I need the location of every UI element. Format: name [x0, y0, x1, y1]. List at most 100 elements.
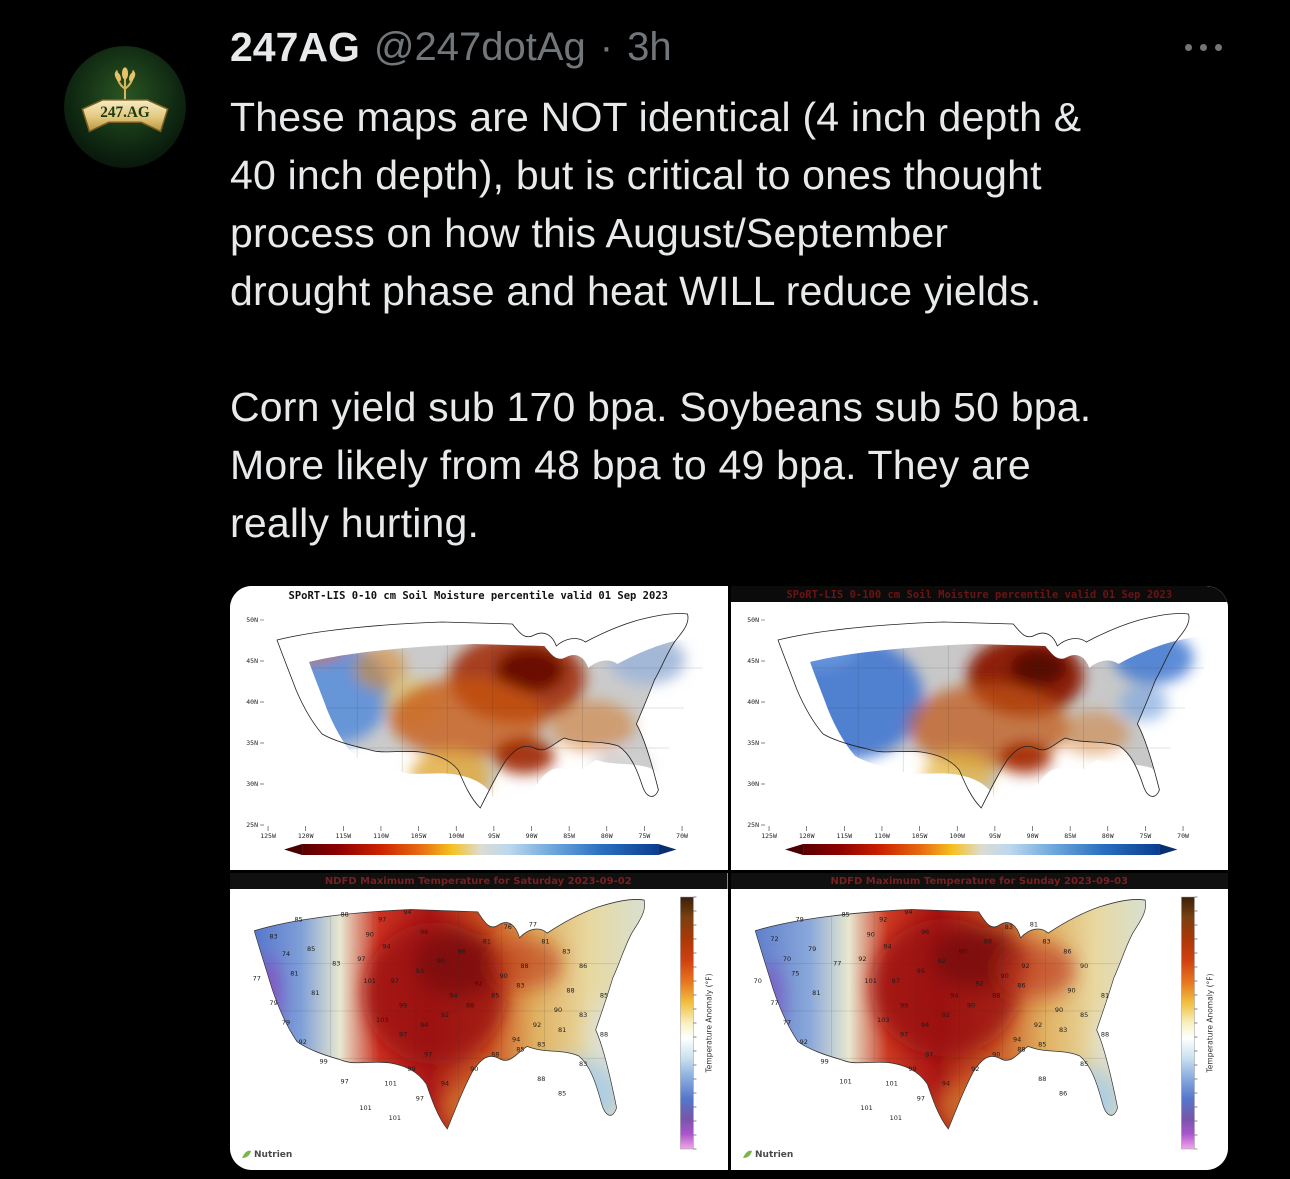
- svg-text:85: 85: [294, 916, 302, 924]
- svg-text:90: 90: [958, 947, 966, 955]
- svg-text:90: 90: [499, 972, 507, 980]
- svg-text:103: 103: [376, 1016, 388, 1024]
- svg-text:101: 101: [885, 1080, 897, 1088]
- svg-text:76: 76: [504, 923, 512, 931]
- more-dot-icon: [1215, 43, 1222, 51]
- svg-text:Nutrien: Nutrien: [254, 1150, 292, 1160]
- svg-text:94: 94: [441, 1080, 449, 1088]
- more-options-button[interactable]: [1181, 22, 1226, 72]
- soil-moisture-map-0-100cm[interactable]: SPoRT-LIS 0-100 cm Soil Moisture percent…: [730, 586, 1228, 870]
- svg-text:80W: 80W: [601, 832, 613, 840]
- svg-text:92: 92: [971, 1065, 979, 1073]
- svg-text:101: 101: [860, 1104, 872, 1112]
- svg-text:97: 97: [357, 955, 365, 963]
- max-temp-map-sunday[interactable]: NDFD Maximum Temperature for Sunday 2023…: [730, 873, 1228, 1170]
- svg-text:90: 90: [470, 1065, 478, 1073]
- svg-text:70W: 70W: [1177, 832, 1189, 840]
- svg-text:88: 88: [340, 911, 348, 919]
- tweet-content: 247AG @247dotAg · 3h These maps are NOT …: [230, 22, 1228, 1170]
- timestamp[interactable]: 3h: [627, 25, 672, 69]
- svg-text:97: 97: [399, 1031, 407, 1039]
- svg-text:125W: 125W: [761, 832, 777, 840]
- leaf-icon: [742, 1150, 752, 1158]
- svg-text:85: 85: [516, 1045, 524, 1053]
- leaf-icon: [242, 1150, 252, 1158]
- svg-text:99: 99: [820, 1058, 828, 1066]
- svg-text:88: 88: [1100, 1031, 1108, 1039]
- svg-text:101: 101: [384, 1080, 396, 1088]
- svg-text:97: 97: [391, 977, 399, 985]
- svg-text:83: 83: [1042, 938, 1050, 946]
- svg-text:88: 88: [491, 1050, 499, 1058]
- svg-text:81: 81: [541, 938, 549, 946]
- svg-text:72: 72: [770, 935, 778, 943]
- svg-text:101: 101: [889, 1114, 901, 1122]
- svg-text:30N: 30N: [747, 780, 759, 788]
- svg-text:92: 92: [937, 957, 945, 965]
- map-title: SPoRT-LIS 0-100 cm Soil Moisture percent…: [786, 589, 1172, 601]
- svg-text:100W: 100W: [949, 832, 965, 840]
- svg-text:125W: 125W: [260, 832, 276, 840]
- author-name[interactable]: 247AG: [230, 24, 360, 70]
- svg-text:94: 94: [920, 1021, 928, 1029]
- svg-text:95W: 95W: [988, 832, 1000, 840]
- more-dot-icon: [1185, 43, 1192, 51]
- svg-text:88: 88: [537, 1075, 545, 1083]
- svg-text:Nutrien: Nutrien: [755, 1150, 793, 1160]
- tweet-header: 247AG @247dotAg · 3h: [230, 22, 1226, 72]
- svg-text:97: 97: [925, 1050, 933, 1058]
- svg-text:120W: 120W: [298, 832, 314, 840]
- svg-text:83: 83: [1059, 1026, 1067, 1034]
- svg-text:94: 94: [883, 943, 891, 951]
- max-temp-map-saturday[interactable]: NDFD Maximum Temperature for Saturday 20…: [230, 873, 728, 1170]
- svg-text:88: 88: [1017, 1045, 1025, 1053]
- nutrien-logo: Nutrien: [742, 1150, 793, 1160]
- svg-text:81: 81: [812, 989, 820, 997]
- svg-text:88: 88: [983, 938, 991, 946]
- svg-text:92: 92: [975, 979, 983, 987]
- svg-text:86: 86: [1017, 982, 1025, 990]
- svg-text:85: 85: [491, 992, 499, 1000]
- svg-text:88: 88: [566, 987, 574, 995]
- svg-text:88: 88: [992, 992, 1000, 1000]
- svg-text:75W: 75W: [1139, 832, 1151, 840]
- svg-text:96: 96: [420, 928, 428, 936]
- soil-moisture-map-0-10cm[interactable]: SPoRT-LIS 0-10 cm Soil Moisture percenti…: [230, 586, 728, 870]
- temp-colorbar: [680, 896, 697, 1150]
- svg-text:30N: 30N: [246, 780, 258, 788]
- svg-text:85: 85: [1079, 1011, 1087, 1019]
- svg-text:85W: 85W: [563, 832, 575, 840]
- svg-text:86: 86: [1063, 947, 1071, 955]
- svg-text:101: 101: [359, 1104, 371, 1112]
- svg-text:90W: 90W: [1026, 832, 1038, 840]
- colorbar-label: Temperature Anomaly (°F): [1205, 973, 1214, 1073]
- svg-text:115W: 115W: [836, 832, 852, 840]
- svg-text:90: 90: [992, 1050, 1000, 1058]
- svg-text:100W: 100W: [448, 832, 464, 840]
- svg-text:75W: 75W: [639, 832, 651, 840]
- svg-text:99: 99: [407, 1065, 415, 1073]
- svg-text:25N: 25N: [246, 821, 258, 829]
- avatar[interactable]: 247.AG: [64, 46, 186, 168]
- temperature-values: 85 88 97 94 96 90 83 74 85 83 81 77 79 81 97 94 101 97 93 9…: [253, 908, 609, 1122]
- svg-text:97: 97: [416, 1094, 424, 1102]
- svg-text:90W: 90W: [526, 832, 538, 840]
- svg-text:45N: 45N: [246, 657, 258, 665]
- svg-text:79: 79: [795, 916, 803, 924]
- author-handle[interactable]: @247dotAg: [373, 25, 586, 69]
- svg-text:97: 97: [916, 1094, 924, 1102]
- svg-text:90: 90: [437, 957, 445, 965]
- svg-text:83: 83: [579, 1060, 587, 1068]
- svg-text:79: 79: [282, 1019, 290, 1027]
- svg-text:92: 92: [299, 1038, 307, 1046]
- svg-text:101: 101: [839, 1077, 851, 1085]
- svg-text:77: 77: [253, 974, 261, 982]
- map-title: SPoRT-LIS 0-10 cm Soil Moisture percenti…: [289, 590, 668, 602]
- svg-text:97: 97: [340, 1077, 348, 1085]
- svg-text:95: 95: [916, 967, 924, 975]
- avatar-brand-text: 247.AG: [100, 104, 150, 121]
- separator-dot: ·: [599, 25, 614, 69]
- svg-text:45N: 45N: [747, 657, 759, 665]
- svg-text:88: 88: [1038, 1075, 1046, 1083]
